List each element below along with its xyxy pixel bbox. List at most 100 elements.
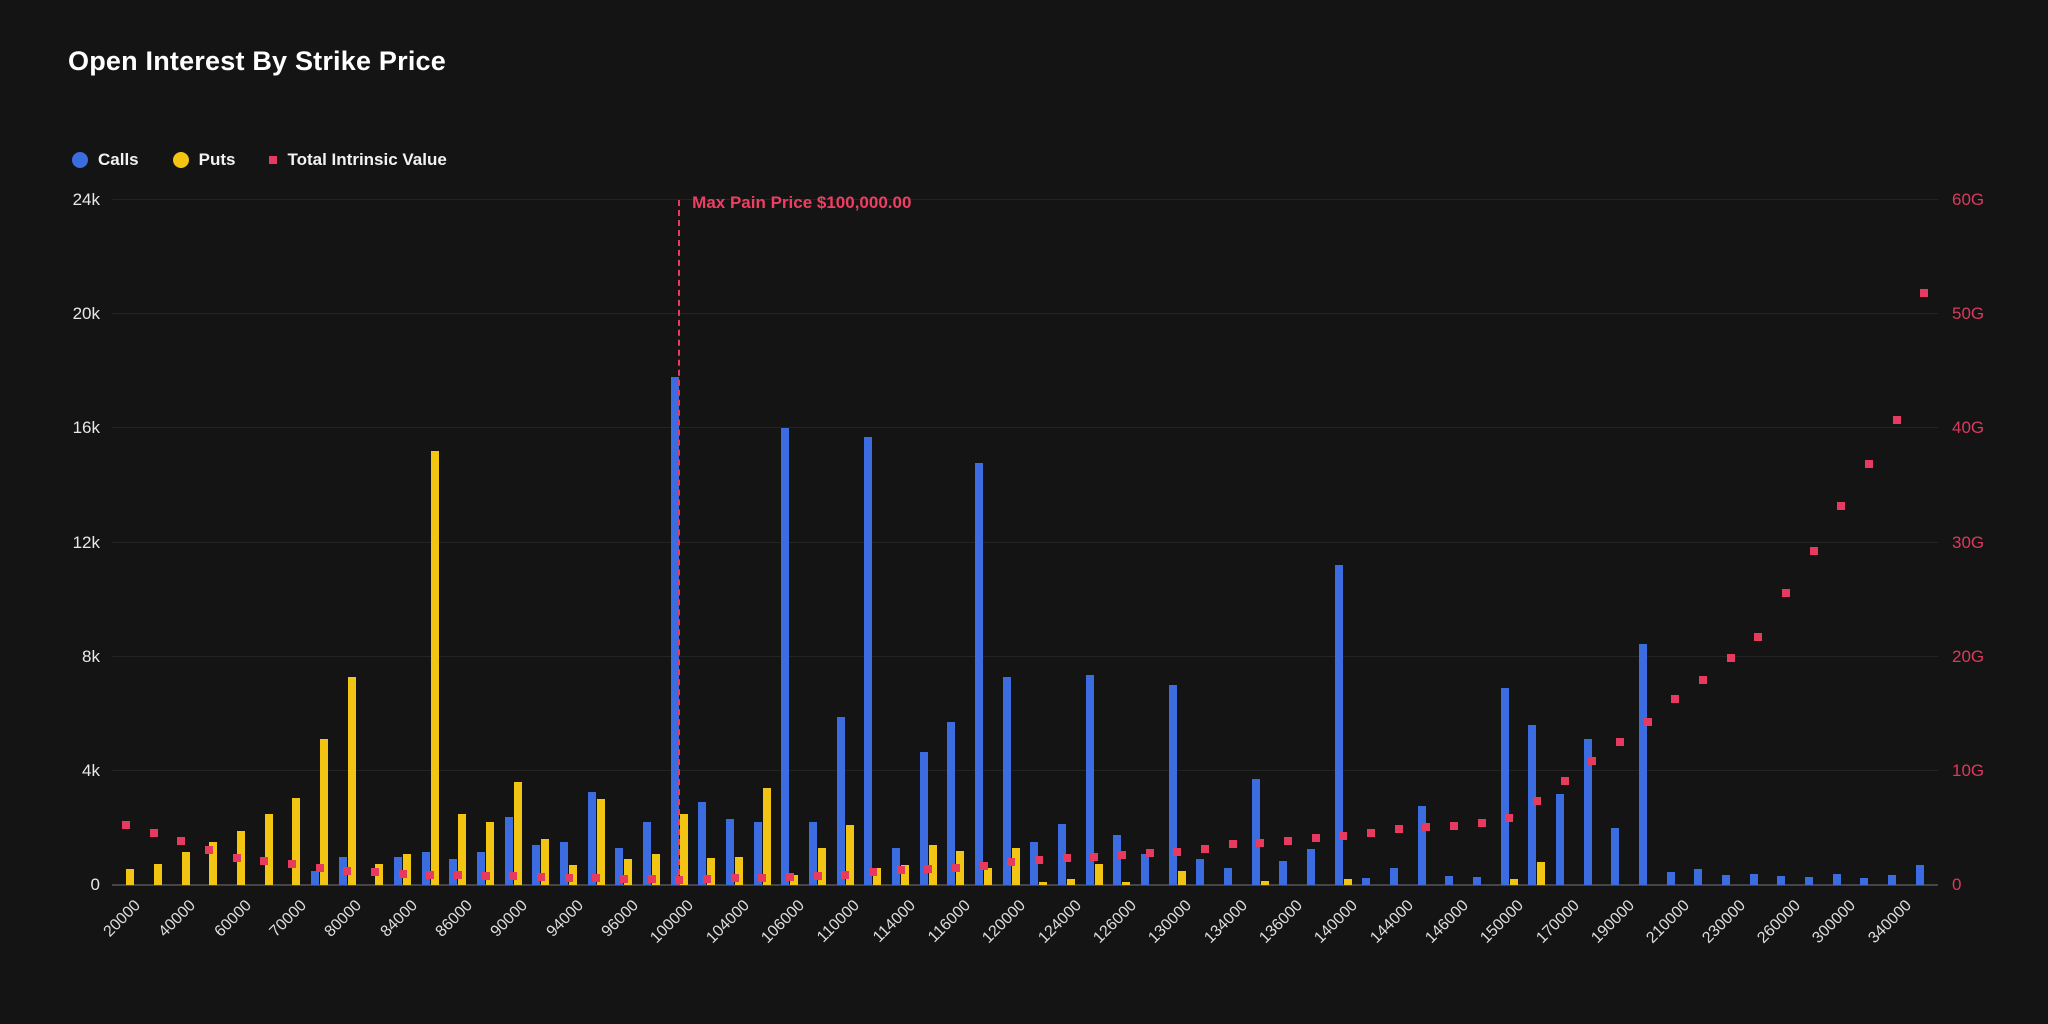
intrinsic-value-point[interactable] xyxy=(1034,855,1043,864)
call-bar[interactable] xyxy=(1832,873,1841,885)
intrinsic-value-point[interactable] xyxy=(1090,852,1099,861)
call-bar[interactable] xyxy=(1307,849,1315,885)
call-bar[interactable] xyxy=(1030,842,1039,885)
legend-item-intrinsic-value[interactable]: Total Intrinsic Value xyxy=(269,150,447,170)
intrinsic-value-point[interactable] xyxy=(592,874,601,883)
intrinsic-value-point[interactable] xyxy=(1643,717,1652,726)
call-bar[interactable] xyxy=(532,845,541,885)
put-bar[interactable] xyxy=(652,853,660,885)
intrinsic-value-point[interactable] xyxy=(619,874,628,883)
put-bar[interactable] xyxy=(430,451,439,885)
call-bar[interactable] xyxy=(1749,873,1758,885)
put-bar[interactable] xyxy=(1177,870,1186,885)
intrinsic-value-point[interactable] xyxy=(1117,851,1126,860)
call-bar[interactable] xyxy=(1611,827,1620,885)
call-bar[interactable] xyxy=(311,870,319,885)
put-bar[interactable] xyxy=(707,857,716,885)
put-bar[interactable] xyxy=(624,859,633,885)
call-bar[interactable] xyxy=(1473,877,1481,885)
call-bar[interactable] xyxy=(726,819,734,885)
intrinsic-value-point[interactable] xyxy=(1726,653,1735,662)
intrinsic-value-point[interactable] xyxy=(1477,819,1486,828)
put-bar[interactable] xyxy=(375,863,384,885)
legend-item-puts[interactable]: Puts xyxy=(172,150,235,170)
intrinsic-value-point[interactable] xyxy=(398,869,407,878)
intrinsic-value-point[interactable] xyxy=(315,863,324,872)
put-bar[interactable] xyxy=(901,865,909,885)
call-bar[interactable] xyxy=(753,822,762,885)
put-bar[interactable] xyxy=(873,867,882,885)
intrinsic-value-point[interactable] xyxy=(536,873,545,881)
call-bar[interactable] xyxy=(449,859,458,885)
intrinsic-value-point[interactable] xyxy=(1256,838,1265,847)
call-bar[interactable] xyxy=(947,722,956,885)
put-bar[interactable] xyxy=(1011,847,1020,885)
call-bar[interactable] xyxy=(864,436,873,885)
put-bar[interactable] xyxy=(126,869,135,885)
intrinsic-value-point[interactable] xyxy=(1228,839,1237,848)
put-bar[interactable] xyxy=(264,813,273,885)
put-bar[interactable] xyxy=(403,853,411,885)
call-bar[interactable] xyxy=(1334,565,1343,885)
call-bar[interactable] xyxy=(1556,793,1564,885)
put-bar[interactable] xyxy=(237,830,245,885)
intrinsic-value-point[interactable] xyxy=(1615,738,1624,747)
call-bar[interactable] xyxy=(1777,876,1786,885)
call-bar[interactable] xyxy=(919,752,928,885)
call-bar[interactable] xyxy=(836,716,845,885)
call-bar[interactable] xyxy=(1113,835,1122,885)
put-bar[interactable] xyxy=(458,813,467,885)
put-bar[interactable] xyxy=(845,825,854,885)
intrinsic-value-point[interactable] xyxy=(1007,858,1016,867)
intrinsic-value-point[interactable] xyxy=(370,868,379,877)
put-bar[interactable] xyxy=(154,863,162,885)
call-bar[interactable] xyxy=(1666,872,1675,885)
put-bar[interactable] xyxy=(1343,879,1352,885)
intrinsic-value-point[interactable] xyxy=(730,874,739,883)
intrinsic-value-point[interactable] xyxy=(1920,288,1929,297)
call-bar[interactable] xyxy=(892,847,900,885)
call-bar[interactable] xyxy=(1639,643,1647,885)
call-bar[interactable] xyxy=(1888,875,1896,885)
intrinsic-value-point[interactable] xyxy=(177,836,186,845)
put-bar[interactable] xyxy=(818,847,826,885)
call-bar[interactable] xyxy=(421,852,430,885)
put-bar[interactable] xyxy=(1537,862,1546,885)
intrinsic-value-point[interactable] xyxy=(868,868,877,877)
call-bar[interactable] xyxy=(1224,867,1232,885)
intrinsic-value-point[interactable] xyxy=(149,828,158,837)
intrinsic-value-point[interactable] xyxy=(1864,459,1873,468)
intrinsic-value-point[interactable] xyxy=(1394,825,1403,834)
put-bar[interactable] xyxy=(928,845,937,885)
intrinsic-value-point[interactable] xyxy=(1588,756,1597,765)
intrinsic-value-point[interactable] xyxy=(509,872,518,881)
intrinsic-value-point[interactable] xyxy=(426,870,435,879)
put-bar[interactable] xyxy=(984,867,992,885)
put-bar[interactable] xyxy=(209,842,218,885)
call-bar[interactable] xyxy=(1390,867,1398,885)
call-bar[interactable] xyxy=(809,822,817,885)
call-bar[interactable] xyxy=(1500,688,1509,885)
call-bar[interactable] xyxy=(1528,725,1537,885)
intrinsic-value-point[interactable] xyxy=(1145,849,1154,857)
put-bar[interactable] xyxy=(569,865,577,885)
put-bar[interactable] xyxy=(181,852,190,885)
call-bar[interactable] xyxy=(1279,860,1288,885)
put-bar[interactable] xyxy=(1067,879,1075,885)
call-bar[interactable] xyxy=(587,792,596,885)
intrinsic-value-point[interactable] xyxy=(1062,853,1071,862)
put-bar[interactable] xyxy=(541,839,550,885)
legend-item-calls[interactable]: Calls xyxy=(72,150,139,170)
call-bar[interactable] xyxy=(1058,823,1066,885)
intrinsic-value-point[interactable] xyxy=(1532,796,1541,805)
intrinsic-value-point[interactable] xyxy=(785,873,794,881)
put-bar[interactable] xyxy=(679,813,688,885)
call-bar[interactable] xyxy=(1805,877,1813,885)
call-bar[interactable] xyxy=(1085,675,1094,885)
put-bar[interactable] xyxy=(956,850,965,885)
intrinsic-value-point[interactable] xyxy=(951,863,960,872)
intrinsic-value-point[interactable] xyxy=(1892,416,1901,425)
intrinsic-value-point[interactable] xyxy=(204,845,213,854)
put-bar[interactable] xyxy=(347,676,356,885)
call-bar[interactable] xyxy=(1583,739,1592,885)
